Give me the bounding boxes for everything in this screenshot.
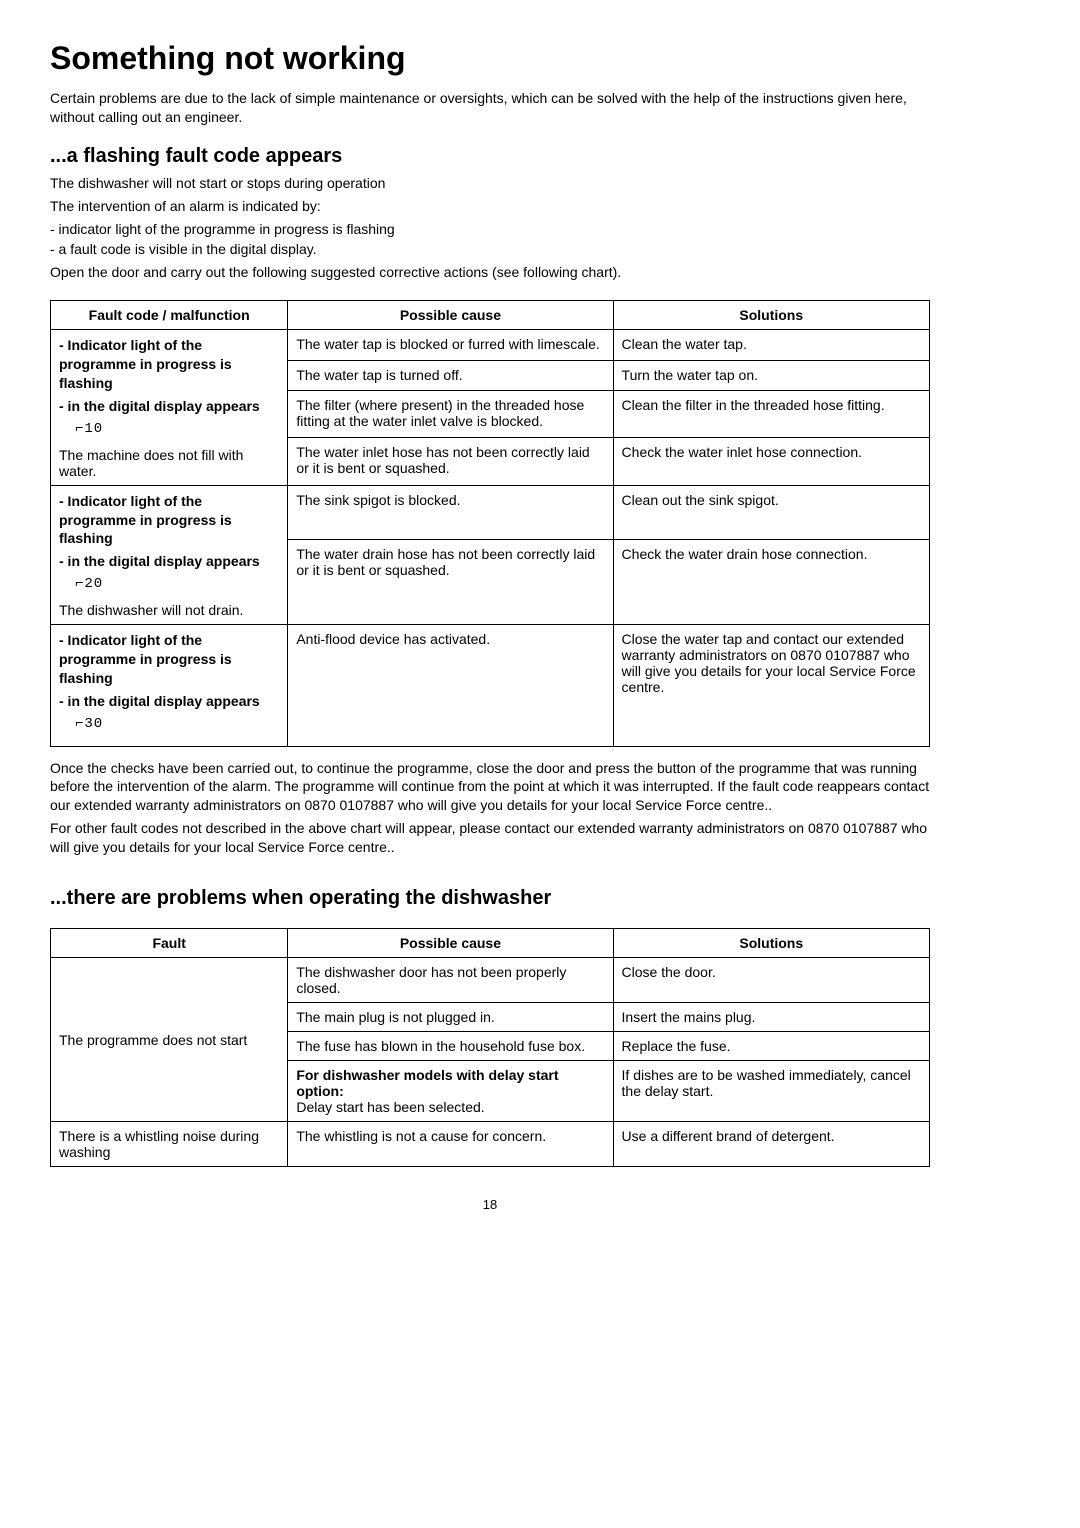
cause-cell: For dishwasher models with delay start o…: [288, 1061, 613, 1122]
cause-cell: The filter (where present) in the thread…: [288, 391, 613, 438]
cause-cell: Anti-flood device has activated.: [288, 625, 613, 746]
solution-cell: Clean out the sink spigot.: [613, 485, 929, 540]
solution-cell: Clean the filter in the threaded hose fi…: [613, 391, 929, 438]
solution-cell: Close the water tap and contact our exte…: [613, 625, 929, 746]
t2-h2: Possible cause: [288, 929, 613, 958]
cause-cell: The water tap is turned off.: [288, 360, 613, 390]
t1-h1: Fault code / malfunction: [51, 301, 288, 330]
solution-cell: Close the door.: [613, 958, 929, 1003]
fault-cell: There is a whistling noise during washin…: [51, 1122, 288, 1167]
cause-cell: The main plug is not plugged in.: [288, 1003, 613, 1032]
solution-cell: Turn the water tap on.: [613, 360, 929, 390]
s1-after1: Once the checks have been carried out, t…: [50, 759, 930, 816]
cause-cell: The whistling is not a cause for concern…: [288, 1122, 613, 1167]
fault-cell: - Indicator light of the programme in pr…: [51, 330, 288, 485]
s1-li1: - indicator light of the programme in pr…: [50, 220, 930, 239]
solution-cell: Use a different brand of detergent.: [613, 1122, 929, 1167]
intro-paragraph: Certain problems are due to the lack of …: [50, 89, 930, 127]
cause-cell: The water drain hose has not been correc…: [288, 540, 613, 625]
fault-cell: The programme does not start: [51, 958, 288, 1122]
solution-cell: Clean the water tap.: [613, 330, 929, 360]
t2-h3: Solutions: [613, 929, 929, 958]
cause-cell: The water inlet hose has not been correc…: [288, 438, 613, 485]
cause-cell: The water tap is blocked or furred with …: [288, 330, 613, 360]
s1-p2: The intervention of an alarm is indicate…: [50, 197, 930, 216]
t1-h2: Possible cause: [288, 301, 613, 330]
fault-code-table: Fault code / malfunction Possible cause …: [50, 300, 930, 746]
fault-cell: - Indicator light of the programme in pr…: [51, 485, 288, 624]
solution-cell: Insert the mains plug.: [613, 1003, 929, 1032]
section-1-heading: ...a flashing fault code appears: [50, 145, 930, 168]
page-number: 18: [50, 1197, 930, 1212]
solution-cell: Check the water drain hose connection.: [613, 540, 929, 625]
t1-h3: Solutions: [613, 301, 929, 330]
operating-problems-table: Fault Possible cause Solutions The progr…: [50, 928, 930, 1167]
s1-p3: Open the door and carry out the followin…: [50, 263, 930, 282]
s1-after2: For other fault codes not described in t…: [50, 819, 930, 857]
cause-cell: The sink spigot is blocked.: [288, 485, 613, 540]
solution-cell: Check the water inlet hose connection.: [613, 438, 929, 485]
page-title: Something not working: [50, 40, 930, 77]
cause-cell: The fuse has blown in the household fuse…: [288, 1032, 613, 1061]
t2-h1: Fault: [51, 929, 288, 958]
solution-cell: If dishes are to be washed immediately, …: [613, 1061, 929, 1122]
fault-cell: - Indicator light of the programme in pr…: [51, 625, 288, 746]
solution-cell: Replace the fuse.: [613, 1032, 929, 1061]
cause-cell: The dishwasher door has not been properl…: [288, 958, 613, 1003]
s1-p1: The dishwasher will not start or stops d…: [50, 174, 930, 193]
s1-li2: - a fault code is visible in the digital…: [50, 240, 930, 259]
section-2-heading: ...there are problems when operating the…: [50, 887, 930, 910]
